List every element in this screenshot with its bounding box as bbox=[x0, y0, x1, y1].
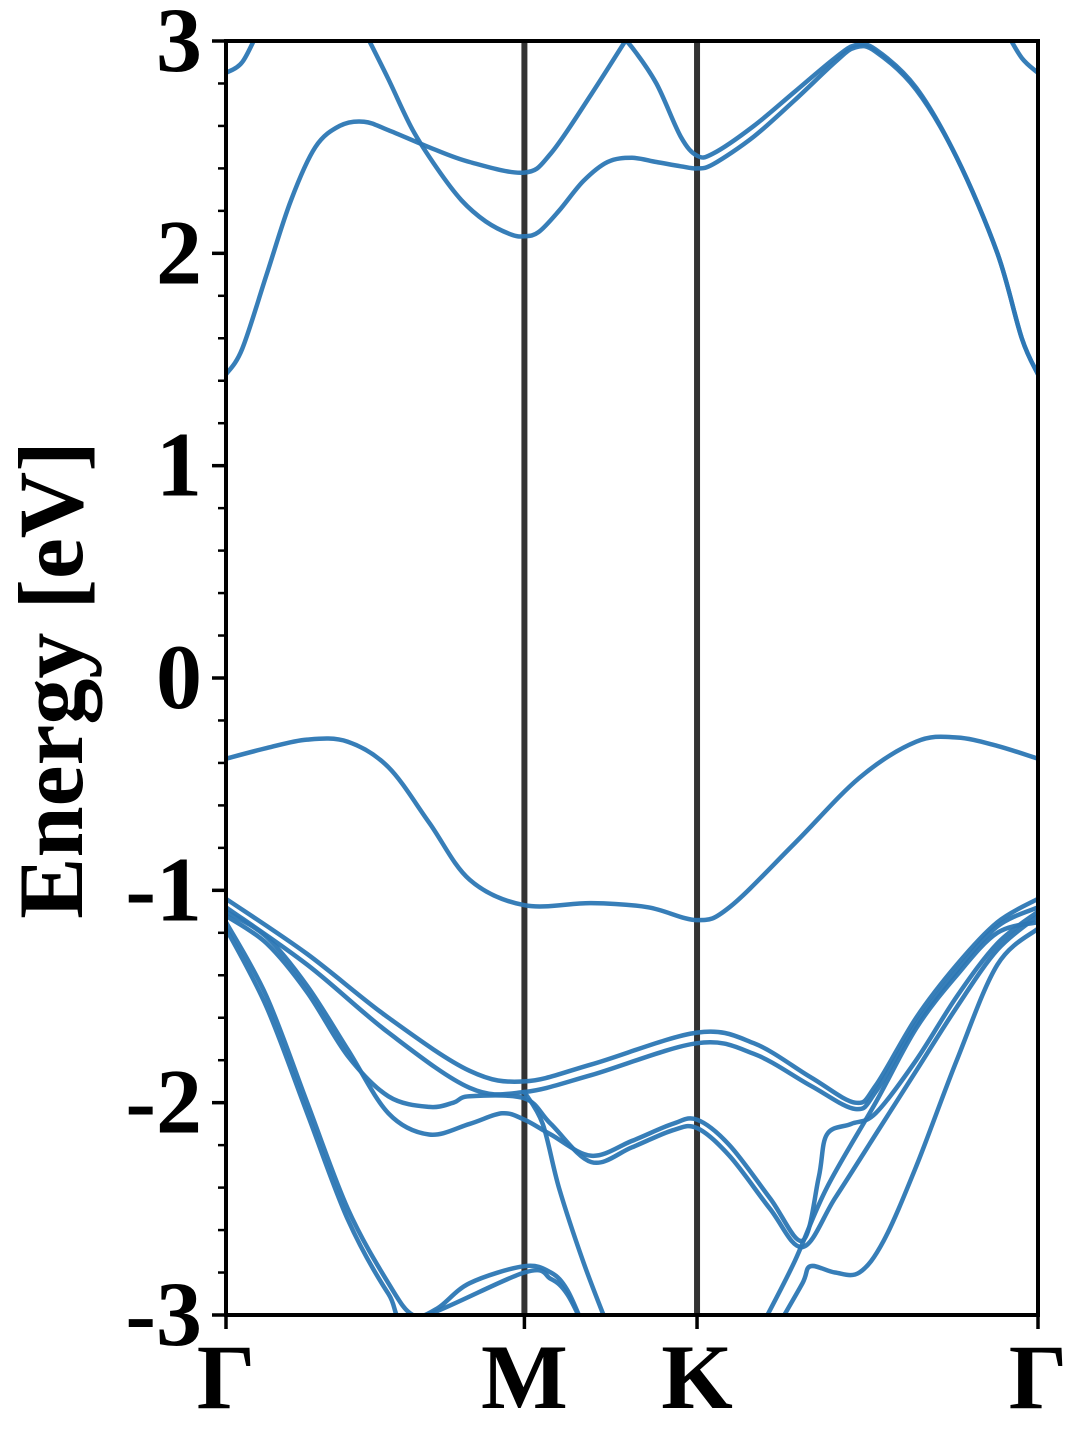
band-line-6 bbox=[226, 734, 1038, 923]
plot-frame bbox=[224, 39, 1040, 1317]
y-tick-label: 3 bbox=[156, 0, 202, 91]
y-axis-ticks: -3 -2 -1 0 1 2 3 bbox=[125, 0, 226, 1365]
plot-border bbox=[224, 39, 1040, 1317]
x-tick-label: Γ bbox=[197, 1326, 256, 1428]
y-axis-label: Energy [eV] bbox=[0, 441, 102, 919]
band-line-10 bbox=[226, 913, 1038, 1250]
band-line-9 bbox=[226, 909, 1038, 1243]
band-line-15 bbox=[781, 926, 1038, 1315]
x-tick-label: K bbox=[661, 1326, 733, 1428]
x-tick-label: M bbox=[481, 1326, 568, 1428]
band-line-8 bbox=[226, 905, 1038, 1112]
y-tick-label: -2 bbox=[125, 1051, 202, 1153]
band-line-12 bbox=[226, 926, 581, 1315]
band-line-11 bbox=[226, 919, 582, 1315]
x-tick-label: Γ bbox=[1009, 1326, 1068, 1428]
band-line-1 bbox=[226, 41, 257, 76]
band-line-14 bbox=[764, 919, 1038, 1315]
band-line-3 bbox=[226, 41, 628, 377]
y-tick-label: 1 bbox=[156, 414, 202, 516]
kpoint-lines bbox=[521, 41, 701, 1315]
y-tick-label: -3 bbox=[125, 1263, 202, 1365]
band-line-5 bbox=[1008, 41, 1038, 76]
y-tick-label: 0 bbox=[156, 626, 202, 728]
band-line-13 bbox=[522, 1089, 606, 1315]
y-tick-label: -1 bbox=[125, 838, 202, 940]
band-line-2 bbox=[366, 41, 1038, 377]
bands bbox=[226, 41, 1038, 1315]
band-line-4 bbox=[623, 41, 1038, 377]
band-line-7 bbox=[226, 896, 1038, 1106]
y-tick-label: 2 bbox=[156, 201, 202, 303]
